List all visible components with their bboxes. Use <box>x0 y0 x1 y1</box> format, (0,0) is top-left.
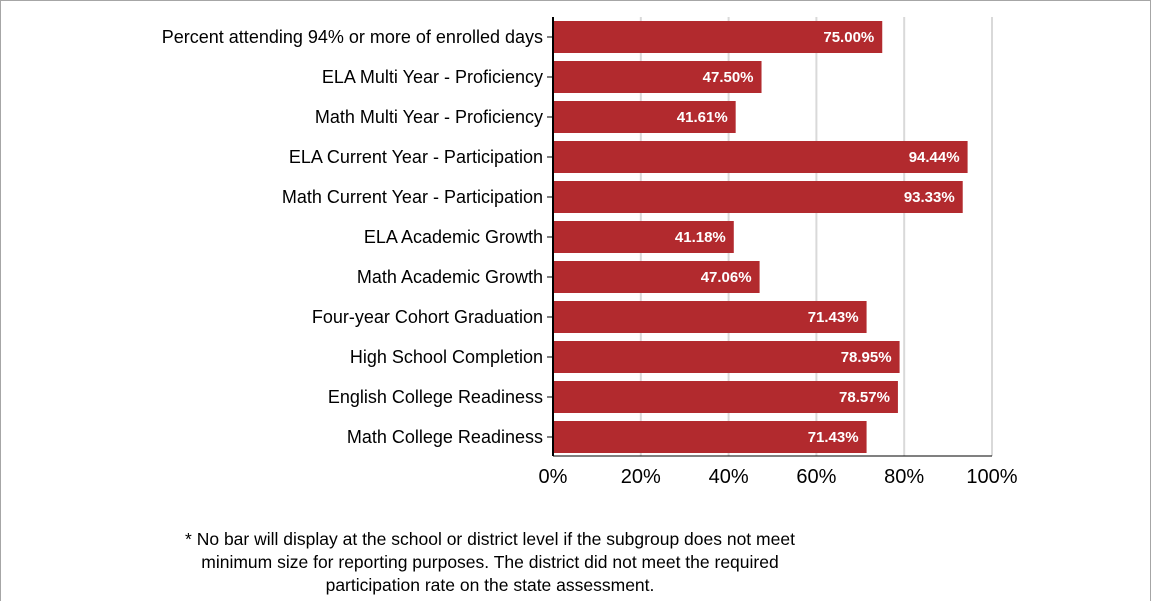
category-label: Math College Readiness <box>347 427 543 447</box>
bar <box>553 21 883 53</box>
category-label: High School Completion <box>350 347 543 367</box>
bar <box>553 381 898 413</box>
category-label: ELA Academic Growth <box>364 227 543 247</box>
data-label: 41.61% <box>677 109 728 126</box>
data-label: 47.50% <box>703 69 754 86</box>
bar <box>553 421 867 453</box>
category-label: ELA Multi Year - Proficiency <box>322 67 543 87</box>
category-label: Math Current Year - Participation <box>282 187 543 207</box>
footnote: * No bar will display at the school or d… <box>60 528 920 597</box>
data-label: 71.43% <box>808 309 859 326</box>
bar <box>553 301 867 333</box>
data-label: 94.44% <box>909 149 960 166</box>
category-label: Math Multi Year - Proficiency <box>315 107 543 127</box>
data-label: 75.00% <box>823 29 874 46</box>
x-tick-label: 80% <box>884 466 924 488</box>
x-tick-label: 60% <box>796 466 836 488</box>
labels: 0% 20% 40% 60% 80% 100% 75.00% Percent attendin… <box>162 27 1018 488</box>
x-tick-label: 20% <box>621 466 661 488</box>
data-label: 93.33% <box>904 189 955 206</box>
bar <box>553 221 734 253</box>
x-tick-label: 100% <box>966 466 1017 488</box>
data-label: 41.18% <box>675 229 726 246</box>
x-tick-label: 40% <box>709 466 749 488</box>
bar <box>553 101 736 133</box>
bar <box>553 141 968 173</box>
category-label: ELA Current Year - Participation <box>289 147 543 167</box>
bar <box>553 341 900 373</box>
bar <box>553 181 963 213</box>
category-label: English College Readiness <box>328 387 543 407</box>
data-label: 78.95% <box>841 349 892 366</box>
axes <box>547 17 992 457</box>
footnote-line-1: * No bar will display at the school or d… <box>185 529 795 549</box>
footnote-line-2: minimum size for reporting purposes. The… <box>201 552 779 572</box>
footnote-line-3: participation rate on the state assessme… <box>325 575 655 595</box>
bar <box>553 261 760 293</box>
data-label: 71.43% <box>808 429 859 446</box>
data-label: 78.57% <box>839 389 890 406</box>
bar <box>553 61 762 93</box>
category-label: Four-year Cohort Graduation <box>312 307 543 327</box>
data-label: 47.06% <box>701 269 752 286</box>
x-tick-label: 0% <box>539 466 568 488</box>
bars <box>553 21 968 453</box>
category-label: Math Academic Growth <box>357 267 543 287</box>
category-label: Percent attending 94% or more of enrolle… <box>162 27 543 47</box>
